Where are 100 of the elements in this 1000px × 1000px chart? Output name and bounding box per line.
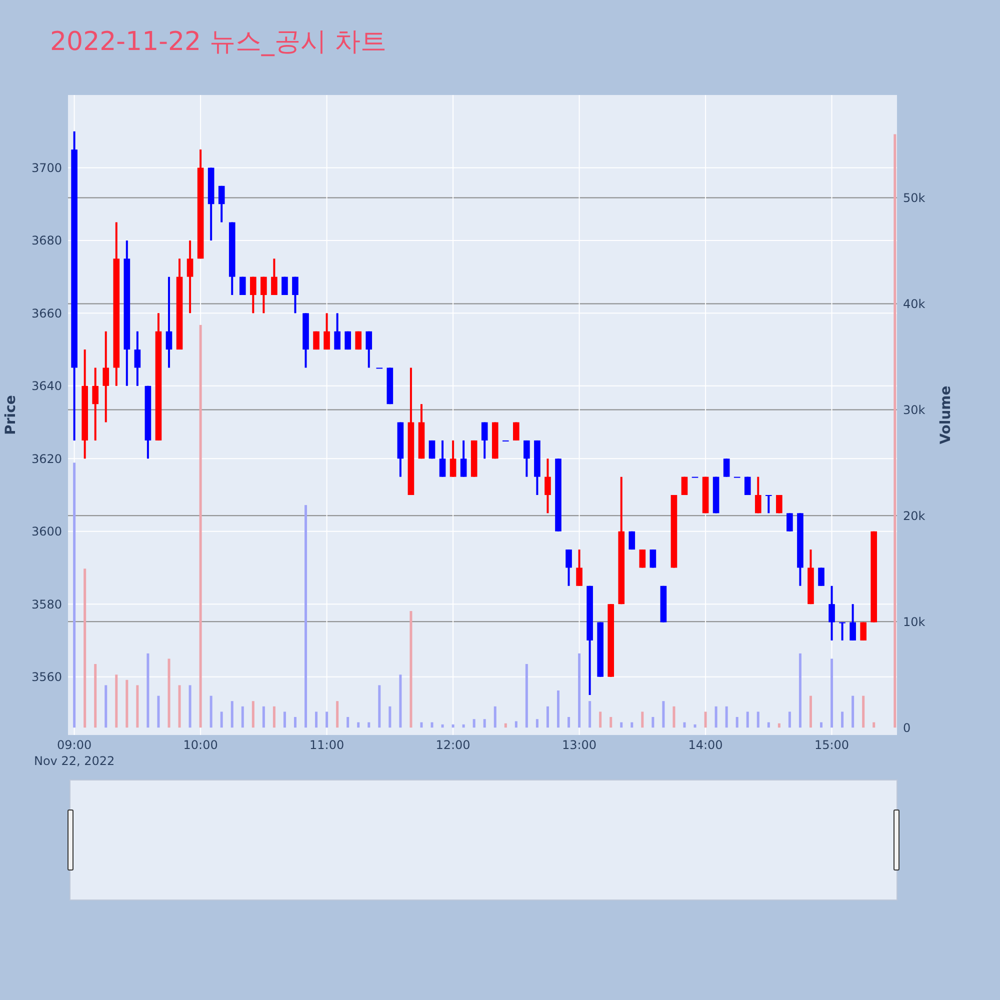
y-tick-label: 3700	[31, 160, 62, 175]
candlestick	[544, 458, 551, 514]
bar	[494, 706, 496, 728]
candlestick	[650, 548, 656, 569]
candlestick	[260, 276, 267, 314]
bar	[146, 653, 150, 728]
candlestick	[450, 439, 456, 478]
y2-tick-label: 20k	[903, 508, 926, 523]
bar	[346, 716, 350, 728]
bar	[73, 462, 76, 728]
bar	[252, 701, 254, 728]
bar	[136, 685, 139, 728]
candlestick	[166, 276, 172, 369]
bar	[704, 712, 707, 728]
y-tick-label: 3660	[31, 306, 62, 320]
y2-tick-label: 10k	[903, 614, 926, 629]
bar	[830, 658, 834, 728]
candlestick	[839, 621, 846, 642]
bar	[809, 696, 812, 728]
candlestick	[218, 184, 225, 224]
bar	[378, 685, 381, 728]
bar	[756, 712, 760, 728]
bar	[462, 724, 465, 728]
candlestick	[576, 548, 582, 587]
y-tick-label: 3640	[31, 379, 62, 394]
bar	[652, 716, 654, 728]
bar	[630, 722, 634, 728]
bar	[746, 712, 749, 728]
y2-tick-label: 0	[903, 720, 911, 735]
bar	[694, 724, 696, 728]
bar	[641, 712, 644, 728]
bar	[852, 696, 854, 728]
bar	[578, 653, 581, 728]
bar	[220, 712, 223, 728]
bar	[168, 658, 170, 728]
candlestick	[292, 276, 298, 314]
bar	[872, 722, 876, 728]
bar	[368, 722, 370, 728]
candlestick	[334, 312, 340, 351]
bar	[452, 724, 454, 728]
candlestick	[765, 494, 772, 514]
bar	[315, 712, 318, 728]
candlestick	[566, 548, 572, 587]
bar	[262, 706, 265, 728]
bar	[188, 685, 192, 728]
bar	[683, 722, 686, 728]
bar	[84, 568, 86, 728]
bar	[157, 696, 160, 728]
bar	[546, 706, 549, 728]
x-tick-label: 12:00	[436, 738, 470, 752]
bar	[210, 696, 212, 728]
candlestick	[439, 439, 446, 478]
candlestick	[186, 239, 194, 314]
bar	[272, 706, 276, 728]
candlestick	[366, 330, 372, 369]
candlestick	[460, 439, 467, 478]
bar	[736, 716, 738, 728]
y-axis-title: Price	[3, 395, 19, 435]
x-tick-label: 14:00	[688, 738, 723, 752]
x-tick-label: 10:00	[183, 738, 218, 752]
y2-tick-label: 30k	[903, 402, 926, 417]
bar	[588, 701, 592, 728]
bar	[115, 674, 118, 728]
bar	[514, 721, 518, 728]
candlestick	[828, 584, 835, 642]
bar	[662, 701, 665, 728]
bar	[798, 653, 802, 728]
y-tick-label: 3560	[31, 670, 62, 684]
bar	[483, 719, 486, 728]
bar	[230, 701, 234, 728]
bar	[820, 722, 823, 728]
bar	[610, 716, 612, 728]
bar	[126, 680, 128, 728]
candlestick	[639, 548, 646, 569]
y-tick-label: 3680	[31, 234, 62, 248]
bar	[556, 690, 560, 728]
bar	[894, 134, 896, 728]
y-tick-label: 3580	[31, 597, 62, 612]
bar	[399, 674, 402, 728]
y2-axis-title: Volume	[938, 386, 954, 444]
bar	[862, 696, 865, 728]
bar	[294, 716, 296, 728]
y-tick-label: 3600	[31, 524, 62, 539]
candlestick	[250, 276, 256, 314]
candlestick	[481, 421, 488, 460]
bar	[430, 722, 434, 728]
bar	[178, 685, 181, 728]
bar	[568, 716, 570, 728]
candlestick	[524, 439, 530, 478]
candlestick	[102, 330, 110, 424]
bar	[536, 719, 538, 728]
bar	[410, 611, 412, 728]
bar	[788, 712, 791, 728]
bar	[599, 712, 602, 728]
candlestick	[754, 476, 762, 514]
bar	[388, 706, 392, 728]
bar	[283, 712, 286, 728]
bar	[441, 724, 444, 728]
candlestick	[134, 330, 141, 387]
bar	[420, 722, 423, 728]
